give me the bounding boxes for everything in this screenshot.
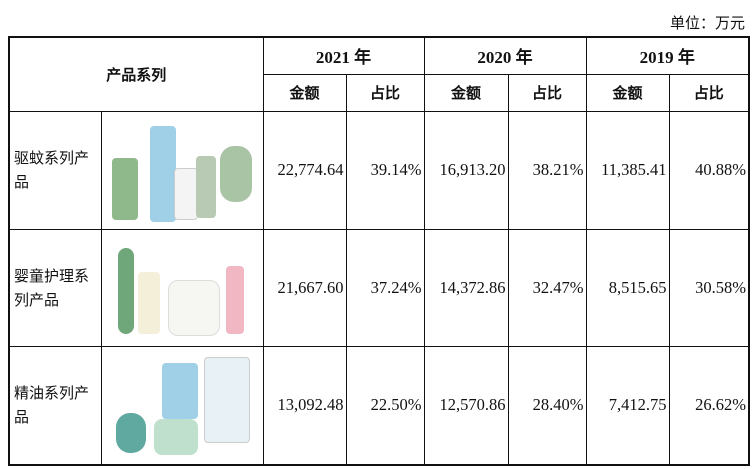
unit-label: 单位：万元 — [669, 16, 745, 32]
cell: 14,372.86 — [423, 228, 509, 347]
cell: 26.62% — [668, 345, 750, 466]
row-label: 精油系列产品 — [8, 345, 102, 466]
row-label: 婴童护理系列产品 — [8, 228, 102, 347]
header-share: 占比 — [668, 73, 750, 112]
header-amount: 金额 — [585, 73, 670, 112]
cell: 37.24% — [345, 228, 425, 347]
table-row: 驱蚊系列产品 22,774.64 39.14% 16,913.20 38.21%… — [8, 110, 750, 230]
baby-care-products-image — [100, 228, 264, 347]
header-share: 占比 — [345, 73, 425, 112]
cell: 30.58% — [668, 228, 750, 347]
cell: 40.88% — [668, 110, 750, 230]
header-year-2021: 2021 年 — [262, 36, 425, 75]
header-year-2019: 2019 年 — [585, 36, 750, 75]
cell: 13,092.48 — [262, 345, 347, 466]
cell: 21,667.60 — [262, 228, 347, 347]
cell: 22,774.64 — [262, 110, 347, 230]
cell: 16,913.20 — [423, 110, 509, 230]
header-amount: 金额 — [423, 73, 509, 112]
header-year-2020: 2020 年 — [423, 36, 587, 75]
cell: 32.47% — [507, 228, 587, 347]
row-label: 驱蚊系列产品 — [8, 110, 102, 230]
header-series: 产品系列 — [8, 36, 264, 112]
essential-oil-products-image — [100, 345, 264, 466]
header-amount: 金额 — [262, 73, 347, 112]
table-row: 婴童护理系列产品 21,667.60 37.24% 14,372.86 32.4… — [8, 228, 750, 347]
cell: 28.40% — [507, 345, 587, 466]
cell: 38.21% — [507, 110, 587, 230]
cell: 22.50% — [345, 345, 425, 466]
table-row: 精油系列产品 13,092.48 22.50% 12,570.86 28.40%… — [8, 345, 750, 466]
mosquito-repellent-products-image — [100, 110, 264, 230]
cell: 12,570.86 — [423, 345, 509, 466]
cell: 11,385.41 — [585, 110, 670, 230]
cell: 8,515.65 — [585, 228, 670, 347]
product-revenue-table: 产品系列 2021 年 2020 年 2019 年 金额 占比 金额 占比 金额… — [8, 36, 750, 466]
cell: 7,412.75 — [585, 345, 670, 466]
header-share: 占比 — [507, 73, 587, 112]
cell: 39.14% — [345, 110, 425, 230]
